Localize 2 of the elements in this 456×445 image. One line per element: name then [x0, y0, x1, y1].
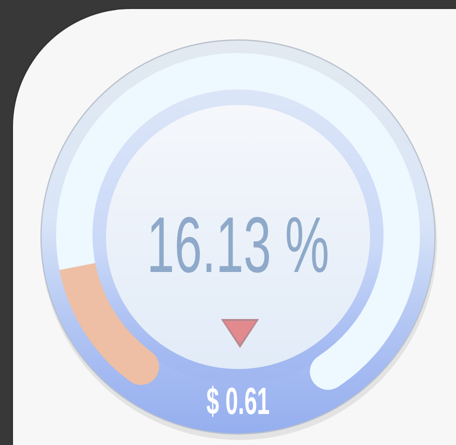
text: $ 0.61 [206, 380, 270, 422]
text: 16.13 % [146, 200, 330, 289]
